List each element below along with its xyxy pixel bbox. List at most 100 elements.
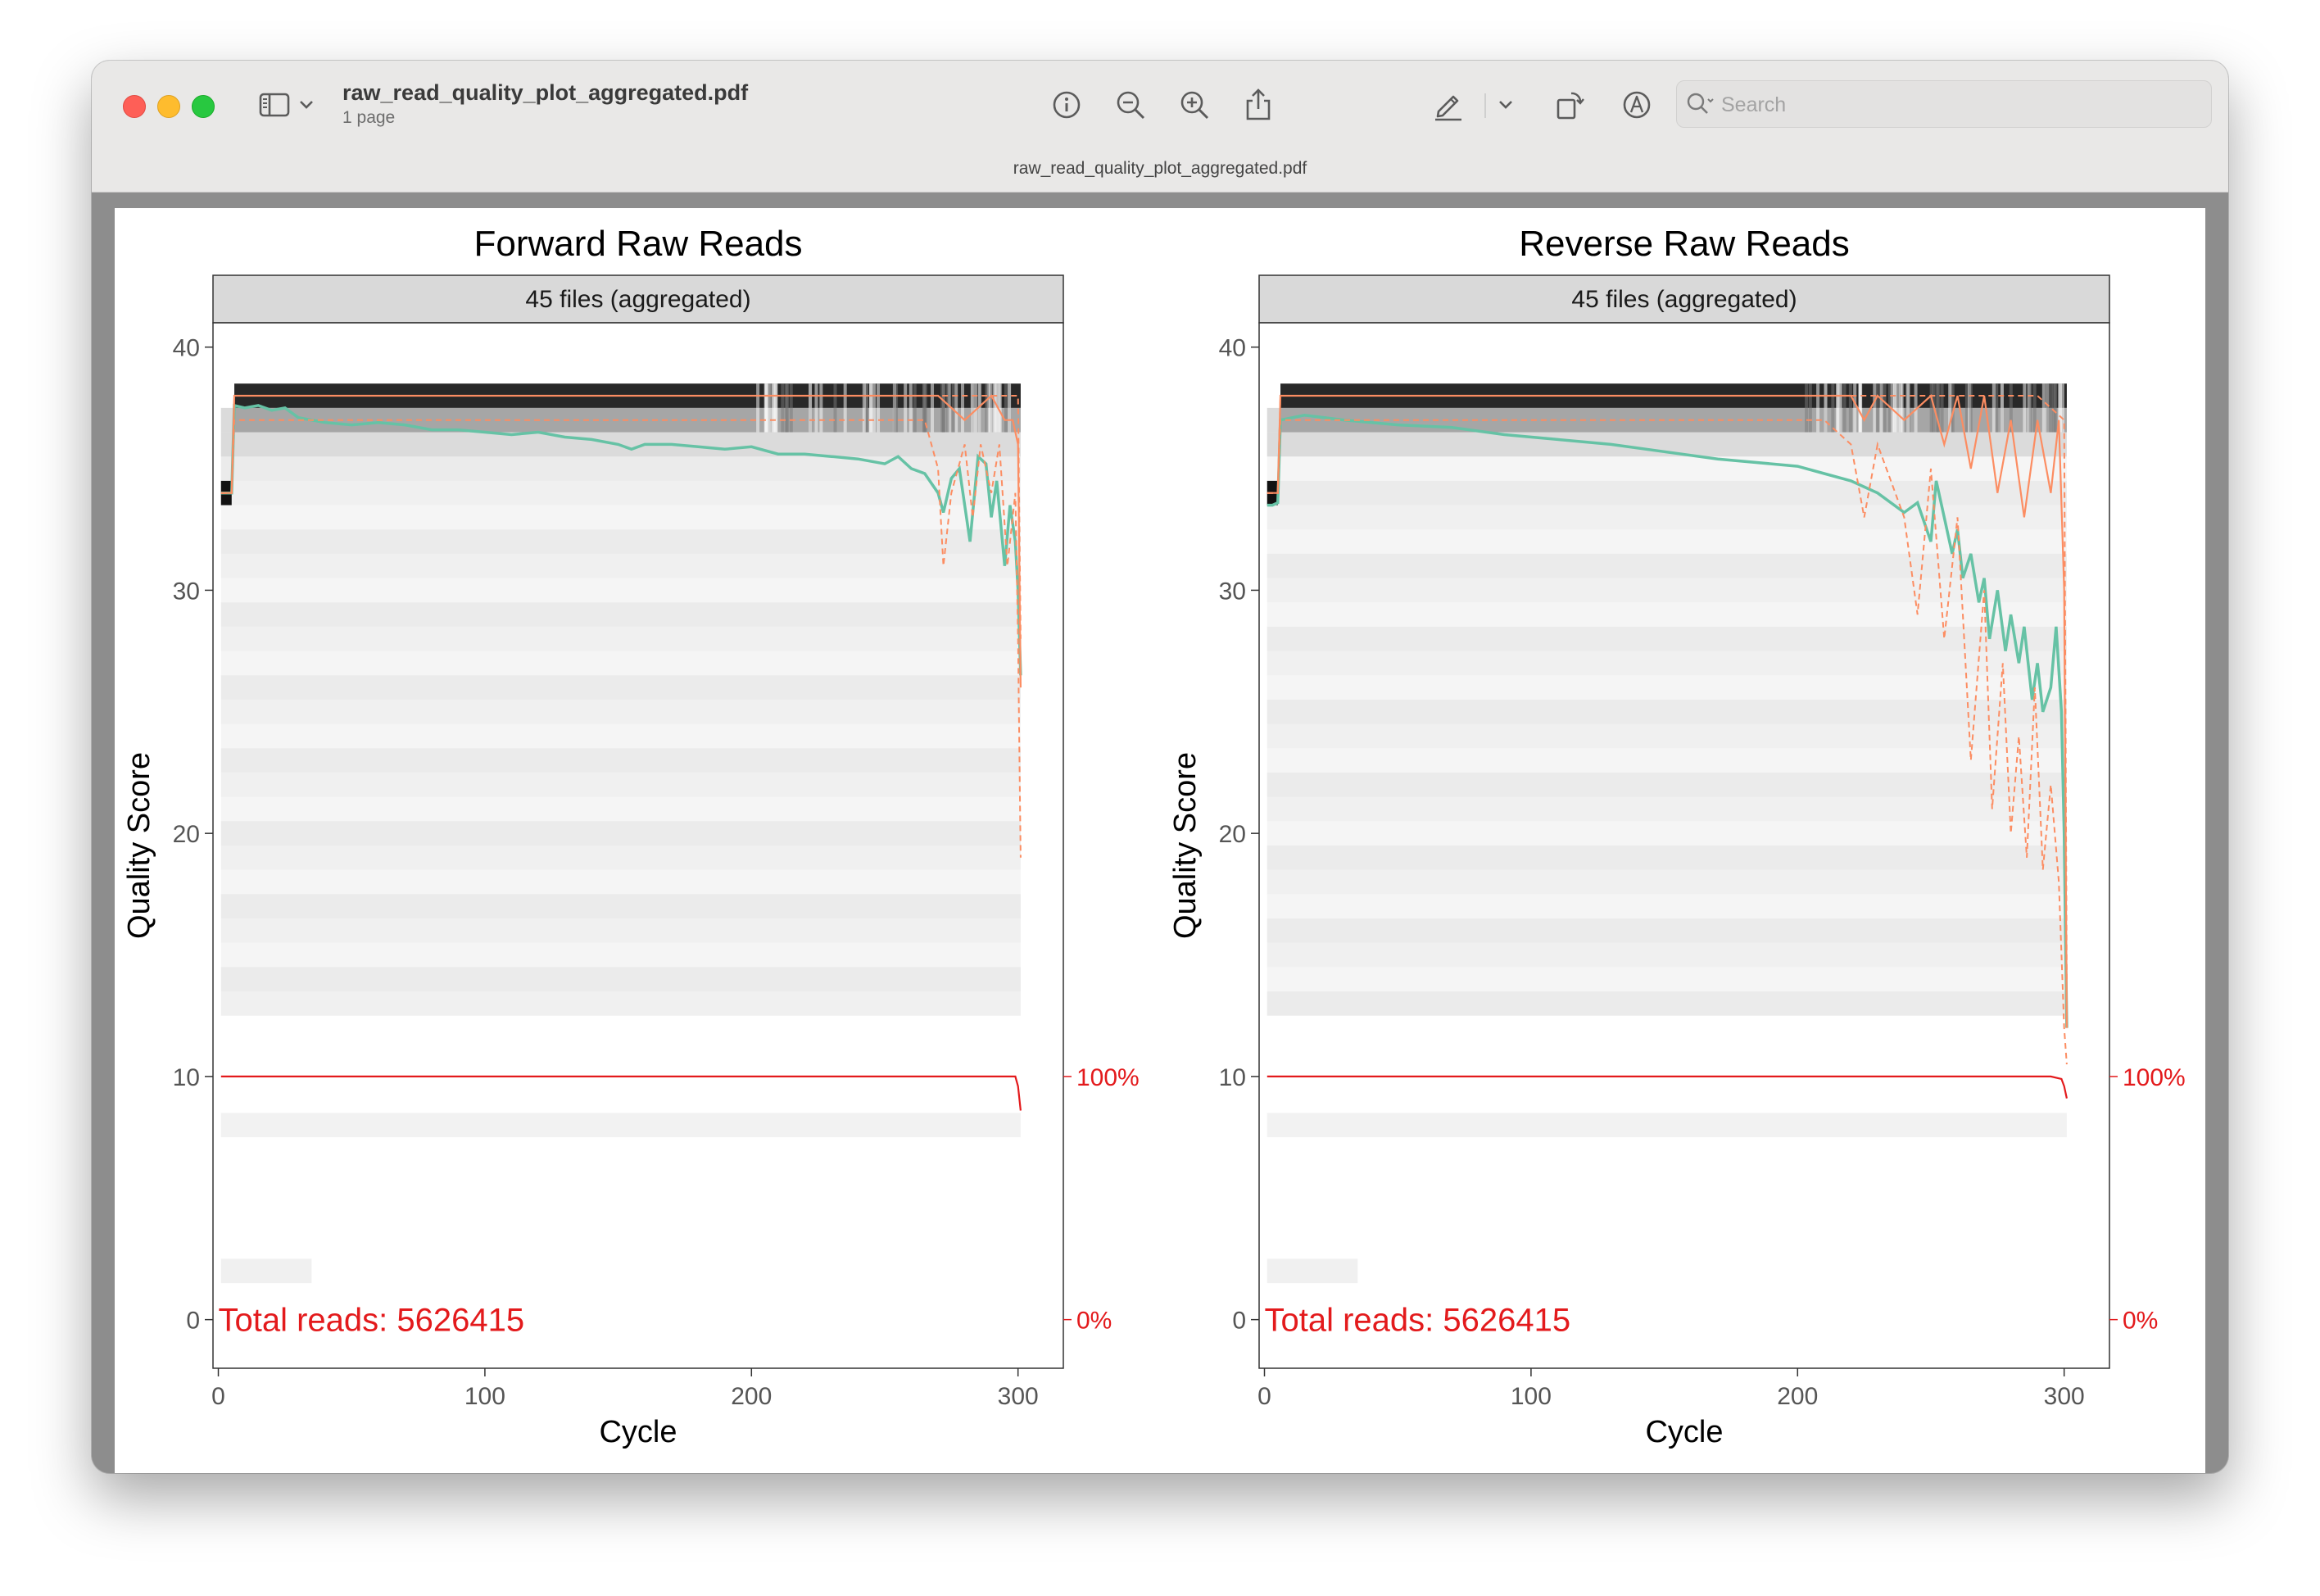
- heatmap-band: [220, 529, 1021, 554]
- rotate-button[interactable]: [1552, 85, 1588, 125]
- search-field[interactable]: [1676, 80, 2212, 128]
- chart-title: Forward Raw Reads: [474, 224, 802, 264]
- heatmap-cell: [931, 383, 935, 433]
- y-tick-label: 0: [1232, 1308, 1246, 1335]
- heatmap-band: [1266, 626, 2067, 651]
- heatmap-cell: [872, 383, 876, 433]
- heatmap-band: [1266, 456, 2067, 481]
- heatmap-band: [220, 699, 1021, 724]
- sidebar-toggle-button[interactable]: [256, 85, 293, 125]
- heatmap-band: [1266, 821, 2067, 846]
- close-window-button[interactable]: [123, 95, 146, 118]
- heatmap-cell: [1929, 383, 1933, 433]
- quality-plots: Forward Raw Reads 45 files (aggregated) 0 1…: [122, 224, 2186, 1449]
- heatmap-cell: [808, 383, 812, 433]
- y-tick-label: 40: [173, 335, 200, 362]
- heatmap-cell: [2054, 383, 2058, 433]
- info-icon: [1053, 91, 1081, 119]
- heatmap-cell: [2059, 383, 2063, 433]
- heatmap-cell: [1951, 383, 1955, 433]
- rotate-icon: [1556, 92, 1584, 120]
- heatmap-band: [220, 675, 1021, 700]
- x-axis-label: Cycle: [1645, 1415, 1723, 1449]
- heatmap-cell: [2046, 383, 2050, 433]
- heatmap-cell: [988, 383, 992, 433]
- highlight-button[interactable]: [1430, 85, 1466, 125]
- heatmap-band: [1266, 723, 2067, 749]
- heatmap-cell: [973, 383, 977, 433]
- heatmap-cell: [819, 383, 823, 433]
- heatmap-band: [1266, 991, 2067, 1016]
- minimize-window-button[interactable]: [157, 95, 180, 118]
- heatmap-band: [220, 553, 1021, 578]
- heatmap-cell: [862, 383, 866, 433]
- heatmap-cell: [922, 383, 926, 433]
- heatmap-band: [1266, 578, 2067, 603]
- heatmap-cell: [789, 383, 793, 433]
- y-tick-label: 30: [173, 578, 200, 605]
- heatmap-cell: [1995, 383, 1999, 433]
- zoom-in-button[interactable]: [1176, 85, 1212, 125]
- heatmap-band: [220, 942, 1021, 968]
- heatmap-band: [1266, 894, 2067, 919]
- total-reads-annotation: Total reads: 5626415: [1265, 1303, 1571, 1339]
- heatmap-cell: [833, 383, 837, 433]
- sidebar-menu-button[interactable]: [297, 85, 316, 125]
- heatmap-cell: [1873, 383, 1877, 433]
- heatmap-band: [220, 918, 1021, 943]
- heatmap-band: [220, 991, 1021, 1016]
- heatmap-cell: [774, 383, 778, 433]
- facet-strip: [1258, 274, 2110, 324]
- zoom-out-button[interactable]: [1112, 85, 1149, 125]
- heatmap-band: [1266, 1113, 2067, 1138]
- heatmap-cell: [2028, 383, 2032, 433]
- share-icon: [1246, 88, 1271, 120]
- series-line-mean: [220, 403, 1022, 676]
- heatmap-cell: [868, 383, 872, 433]
- series-line-q75: [1266, 395, 2068, 980]
- quality-chart-2: Reverse Raw Reads 45 files (aggregated) 0 1…: [1168, 224, 2186, 1449]
- heatmap-cell: [1940, 383, 1944, 433]
- heatmap-cell: [1836, 383, 1840, 433]
- heatmap-band: [220, 723, 1021, 749]
- heatmap-band: [220, 748, 1021, 773]
- heatmap-cell: [1824, 383, 1828, 433]
- facet-label: 45 files (aggregated): [1571, 286, 1797, 313]
- heatmap-band: [1266, 1258, 1358, 1284]
- heatmap-cell: [945, 383, 949, 433]
- heatmap-cell: [893, 383, 897, 433]
- zoom-in-icon: [1180, 91, 1209, 120]
- heatmap-cell: [771, 383, 775, 433]
- heatmap-band: [220, 480, 1021, 506]
- heatmap-cell: [1896, 383, 1900, 433]
- heatmap-cell: [954, 383, 958, 433]
- heatmap-cell: [2009, 383, 2013, 433]
- highlight-menu-button[interactable]: [1496, 85, 1516, 125]
- heatmap-cell: [1935, 383, 1939, 433]
- heatmap-band: [220, 1113, 1021, 1138]
- heatmap-band: [1266, 651, 2067, 676]
- chevron-down-icon: [1499, 101, 1512, 109]
- series-line-q25: [1266, 419, 2068, 1065]
- heatmap-cell: [951, 383, 955, 433]
- x-tick-label: 0: [211, 1383, 225, 1410]
- info-button[interactable]: [1049, 85, 1085, 125]
- heatmap-band: [1266, 699, 2067, 724]
- heatmap-cell: [864, 383, 868, 433]
- fullscreen-window-button[interactable]: [192, 95, 215, 118]
- heatmap-cell: [1991, 383, 1996, 433]
- heatmap-band: [220, 821, 1021, 846]
- quality-heatmap: [220, 383, 1021, 1284]
- document-tab-title: raw_read_quality_plot_aggregated.pdf: [1013, 159, 1307, 178]
- share-button[interactable]: [1240, 85, 1276, 125]
- heatmap-cell: [1008, 383, 1012, 433]
- heatmap-band: [220, 772, 1021, 797]
- heatmap-cell: [1906, 383, 1910, 433]
- markup-button[interactable]: [1619, 85, 1655, 125]
- search-input[interactable]: [1720, 88, 2198, 122]
- heatmap-cell: [767, 383, 771, 433]
- plot-panel: [1258, 322, 2110, 1369]
- facet-label: 45 files (aggregated): [525, 286, 750, 313]
- heatmap-band: [1266, 529, 2067, 554]
- x-tick-label: 0: [1257, 1383, 1271, 1410]
